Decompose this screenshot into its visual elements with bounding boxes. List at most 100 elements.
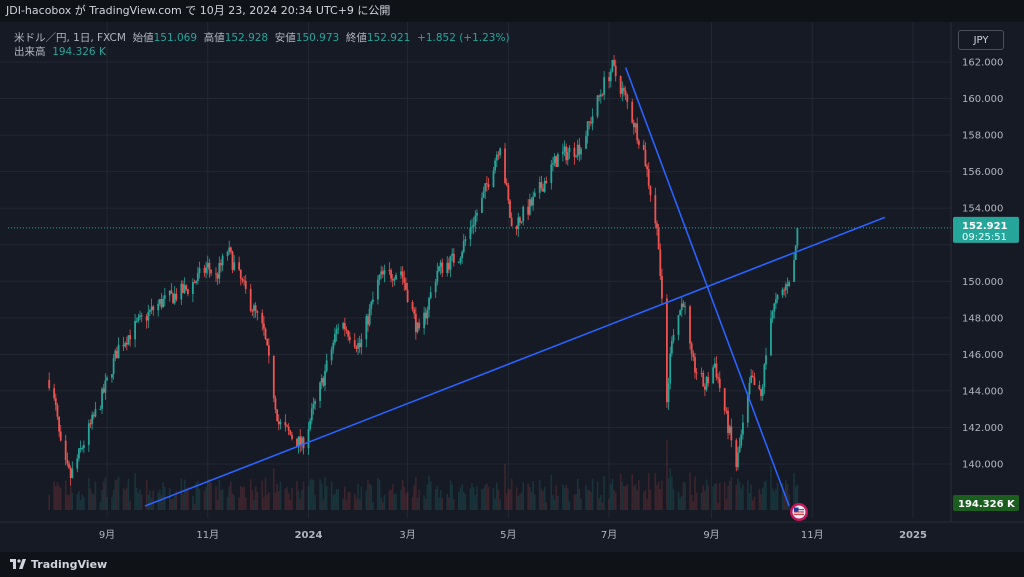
x-tick-label: 11月 [196, 529, 219, 541]
candle-body [637, 140, 640, 145]
candle-body [735, 440, 738, 468]
volume-bar [598, 498, 600, 510]
high-value: 152.928 [224, 32, 269, 44]
trendline[interactable] [624, 67, 790, 507]
candle-body [71, 468, 74, 478]
tradingview-logo[interactable]: TradingView [10, 556, 107, 572]
volume-bar [68, 494, 70, 510]
volume-bar [529, 487, 531, 510]
volume-bar [591, 479, 594, 510]
candle-body [81, 447, 84, 449]
candle-body [661, 276, 663, 299]
volume-bar [700, 492, 703, 510]
candle-body [231, 251, 234, 270]
candle-body [140, 315, 143, 317]
candle-body [623, 88, 625, 91]
candle-body [784, 284, 787, 291]
y-tick-label: 162.000 [962, 58, 1003, 69]
candle-body [345, 329, 348, 331]
candle-body [545, 180, 548, 183]
candle-body [469, 227, 472, 240]
candle-body [707, 376, 710, 384]
candle-body [472, 224, 475, 227]
x-tick-label: 11月 [801, 529, 824, 541]
candle-body [740, 434, 743, 446]
currency-button[interactable]: JPY [958, 30, 1004, 50]
volume-bar [66, 494, 69, 510]
symbol-legend[interactable]: 米ドル／円, 1日, FXCM 始値151.069 高値152.928 安値15… [14, 30, 510, 45]
volume-bar [124, 489, 126, 510]
volume-bar [112, 490, 115, 510]
candle-body [703, 386, 706, 390]
trendline[interactable] [144, 216, 886, 507]
volume-bar [672, 489, 675, 510]
volume-bar [542, 490, 544, 510]
volume-bar [253, 499, 255, 510]
volume-bar [424, 498, 427, 510]
candle-body [221, 255, 224, 266]
candle-body [667, 383, 670, 403]
volume-bar [747, 480, 749, 510]
candle-body [267, 345, 270, 356]
volume-bar [753, 496, 756, 510]
volume-bar [170, 499, 173, 510]
volume-bar [578, 488, 581, 510]
candle-body [400, 271, 402, 275]
candle-body [499, 148, 501, 156]
candle-body [725, 410, 728, 412]
volume-bar [140, 494, 143, 510]
candle-body [533, 192, 536, 197]
candle-body [728, 426, 731, 434]
candle-body [786, 284, 789, 287]
candle-body [314, 400, 317, 405]
volume-bar [624, 486, 627, 510]
candle-body [515, 226, 518, 230]
candle-body [591, 116, 594, 124]
volume-bar [106, 496, 108, 510]
volume-bar [666, 440, 668, 510]
volume-bar [654, 472, 657, 510]
volume-bar [735, 484, 738, 510]
volume-bar [319, 479, 321, 510]
volume-bar [588, 489, 591, 510]
candle-body [263, 323, 265, 329]
volume-legend[interactable]: 出来高 194.326 K [14, 44, 106, 59]
candle-body [429, 292, 432, 299]
candle-body [611, 60, 614, 72]
volume-bar [457, 492, 460, 510]
volume-bar [377, 477, 379, 510]
volume-bar [332, 494, 335, 510]
volume-bar [717, 503, 719, 510]
candle-body [464, 239, 467, 241]
candle-body [160, 299, 163, 308]
volume-bar [459, 487, 462, 510]
candle-body [705, 376, 708, 390]
volume-bar [71, 492, 74, 510]
candle-body [162, 298, 165, 308]
y-tick-label: 144.000 [962, 386, 1003, 397]
volume-bar [515, 487, 518, 510]
candle-body [114, 350, 117, 359]
volume-bar [302, 481, 305, 510]
candle-body [78, 448, 80, 459]
candle-body [428, 298, 430, 310]
candle-body [423, 312, 426, 329]
price-axis[interactable]: 162.000 160.000 158.000 156.000 154.000 150.0… [950, 22, 1024, 530]
volume-bar [296, 480, 298, 510]
volume-bar [611, 478, 614, 510]
candle-body [517, 217, 520, 230]
time-axis[interactable]: 9月 11月 2024 3月 5月 7月 9月 11月 2025 [0, 521, 1024, 552]
candle-body [296, 438, 298, 448]
trendlines[interactable] [144, 67, 886, 507]
candle-body [773, 303, 776, 312]
candle-body [434, 281, 437, 293]
volume-bar [330, 481, 333, 510]
volume-bar [297, 491, 300, 510]
flag-stripe [794, 511, 804, 513]
flag-stripe [794, 513, 804, 515]
volume-bar [360, 486, 363, 510]
volume-bar [441, 497, 444, 510]
volume-bar [413, 484, 416, 510]
candle-body [492, 170, 495, 187]
